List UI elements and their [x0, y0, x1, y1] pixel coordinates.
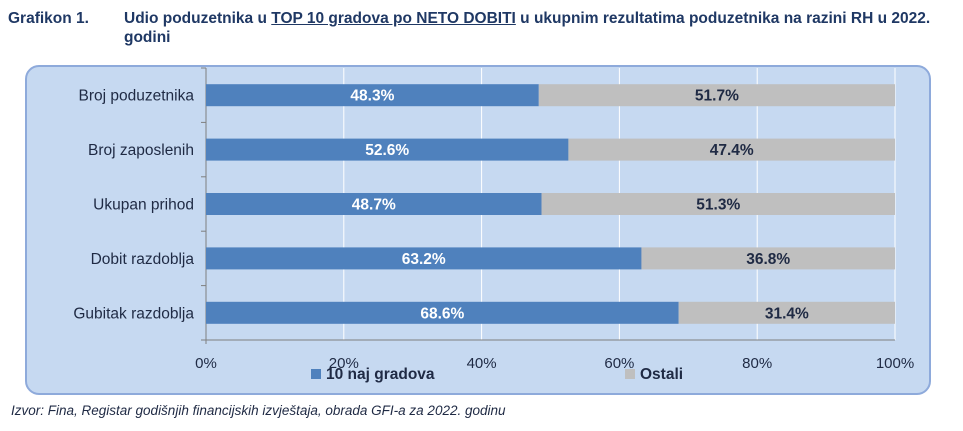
- bar-segment-top10: [206, 84, 539, 107]
- data-label: 51.7%: [695, 88, 739, 105]
- category-label: Dobit razdoblja: [91, 251, 195, 268]
- data-label: 48.7%: [352, 197, 396, 214]
- bar-segment-top10: [206, 193, 542, 215]
- legend-swatch-ostali: [625, 369, 635, 379]
- title-part-1: Udio poduzetnika u: [124, 10, 272, 27]
- legend-label: 10 naj gradova: [326, 366, 435, 383]
- data-label: 63.2%: [402, 251, 446, 268]
- category-label: Broj zaposlenih: [88, 142, 194, 159]
- x-tick-label: 20%: [329, 355, 359, 372]
- bar-segment-ostali: [568, 138, 895, 161]
- x-tick-label: 60%: [604, 355, 634, 372]
- chart-title-text: Udio poduzetnika u TOP 10 gradova po NET…: [124, 9, 954, 47]
- bar-segment-top10: [206, 247, 642, 270]
- category-label: Gubitak razdoblja: [73, 305, 194, 322]
- data-label: 68.6%: [420, 305, 464, 322]
- x-tick-label: 40%: [467, 355, 497, 372]
- x-tick-label: 0%: [195, 355, 217, 372]
- title-part-2: u ukupnim rezultatima poduzetnika na raz…: [124, 10, 931, 46]
- title-underlined: TOP 10 gradova po NETO DOBITI: [271, 10, 516, 27]
- data-label: 47.4%: [710, 142, 754, 159]
- bar-segment-ostali: [541, 193, 895, 215]
- x-tick-label: 80%: [742, 355, 772, 372]
- legend-label: Ostali: [640, 366, 683, 383]
- data-label: 51.3%: [696, 197, 740, 214]
- data-label: 36.8%: [746, 251, 790, 268]
- bar-segment-ostali: [641, 247, 895, 270]
- bar-segment-ostali: [678, 301, 895, 324]
- source-note: Izvor: Fina, Registar godišnjih financij…: [11, 403, 506, 418]
- bar-segment-top10: [206, 301, 679, 324]
- category-label: Broj poduzetnika: [79, 88, 195, 105]
- x-tick-label: 100%: [876, 355, 914, 372]
- bar-segment-top10: [206, 138, 569, 161]
- bar-segment-ostali: [538, 84, 895, 107]
- chart-number: Grafikon 1.: [8, 10, 89, 27]
- data-label: 48.3%: [350, 88, 394, 105]
- legend-swatch-top10: [311, 369, 321, 379]
- data-label: 31.4%: [765, 305, 809, 322]
- data-label: 52.6%: [365, 142, 409, 159]
- category-label: Ukupan prihod: [93, 197, 194, 214]
